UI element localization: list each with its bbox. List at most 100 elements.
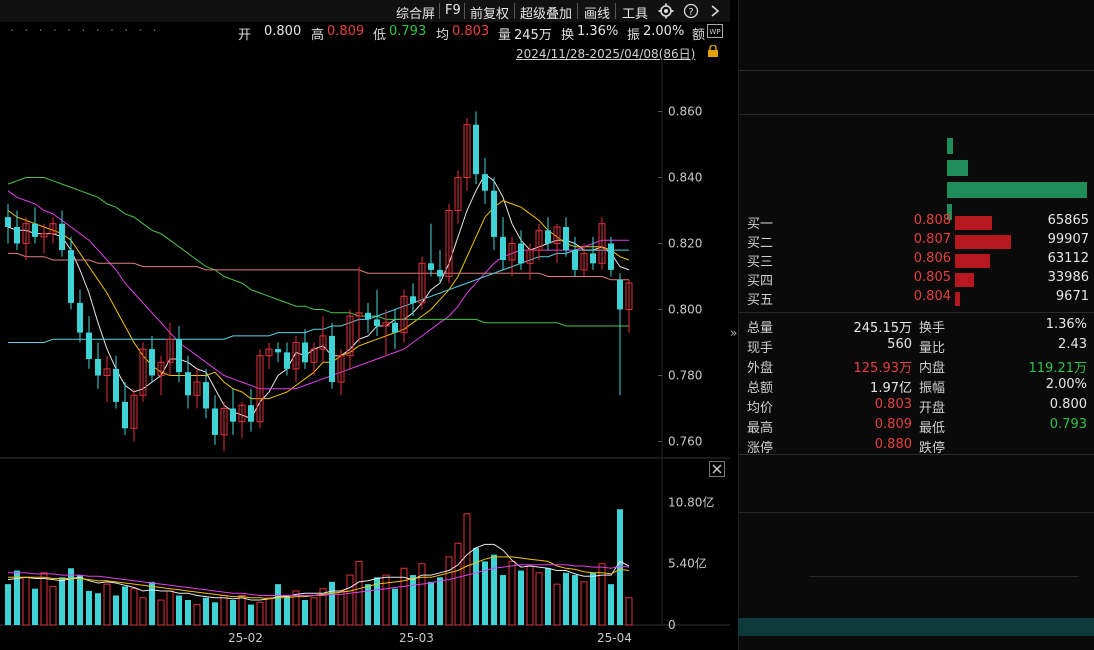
volume-bar [553, 583, 561, 626]
volume-bar [437, 577, 443, 625]
volume-bar [40, 572, 48, 626]
amplitude-value: 2.00% [643, 24, 685, 39]
toolbar-adjust-button[interactable]: 前复权 [470, 7, 510, 22]
candle-body [86, 332, 92, 359]
volume-bar [248, 604, 254, 625]
toolbar-draw-button[interactable]: 画线 [584, 7, 611, 22]
candle-body [176, 339, 182, 373]
candle-body [463, 124, 471, 178]
bid-level-label: 买四 [747, 274, 774, 289]
high-value: 0.809 [327, 24, 365, 39]
volume-bar [77, 575, 83, 625]
candle-body [212, 408, 218, 435]
candle [310, 342, 318, 376]
volume-bar [130, 588, 138, 626]
bid-row[interactable]: 买四 0.805 33986 [747, 270, 1089, 290]
candle-body [526, 249, 534, 264]
bid-row[interactable]: 买一 0.808 65865 [747, 213, 1089, 233]
candle [157, 355, 165, 396]
toolbar-f9-button[interactable]: F9 [445, 3, 461, 18]
volume-bar [400, 567, 408, 626]
date-range-link[interactable]: 2024/11/28-2025/04/08(86日) [516, 47, 696, 61]
volume-bar [463, 513, 471, 626]
wp-icon[interactable]: WP [707, 24, 723, 38]
volume-bar [68, 568, 74, 625]
stat-value: 0.809 [874, 417, 912, 432]
candle-body [500, 236, 506, 260]
stat-label: 总额 [747, 381, 774, 396]
volume-bar [473, 547, 479, 625]
candle [572, 236, 578, 277]
stat-value: 0.793 [1049, 417, 1087, 432]
volume-ma-line-vma10 [8, 556, 630, 600]
gear-icon[interactable] [658, 3, 674, 19]
candle [625, 279, 633, 333]
candle [518, 230, 524, 270]
candle-body [284, 352, 290, 369]
candle-body [382, 322, 390, 327]
collapse-panel-icon[interactable]: » [730, 326, 738, 340]
candle [86, 316, 92, 369]
candle-body [563, 227, 569, 251]
bid-row[interactable]: 买二 0.807 99907 [747, 232, 1089, 252]
volume-bar [365, 584, 371, 625]
bid-depth-bar [955, 273, 975, 287]
bid-row[interactable]: 买三 0.806 63112 [747, 251, 1089, 271]
candle-body [248, 405, 254, 422]
volume-bar [14, 570, 20, 625]
volume-bar [86, 590, 92, 625]
price-tick-label: 0.840 [668, 171, 702, 185]
volume-bar [275, 584, 281, 625]
volume-bar [608, 584, 614, 625]
volume-bar [185, 600, 191, 625]
toolbar-overview-button[interactable]: 综合屏 [396, 7, 436, 22]
volume-bar [22, 576, 30, 626]
candle [365, 302, 371, 333]
bid-row[interactable]: 买五 0.804 9671 [747, 289, 1089, 309]
candle-body [319, 335, 327, 350]
volume-bar [526, 565, 534, 626]
price-tick-label: 0.800 [668, 303, 702, 317]
candle [437, 250, 443, 284]
volume-bar [491, 554, 497, 625]
chevron-right-icon[interactable] [709, 4, 721, 18]
toolbar-tools-button[interactable]: 工具 [622, 7, 649, 22]
lock-icon[interactable] [707, 45, 719, 57]
volume-bar [203, 597, 209, 625]
candle-body [428, 263, 434, 270]
close-icon[interactable] [709, 461, 725, 477]
bid-price: 0.806 [913, 251, 951, 266]
volume-bar [617, 509, 623, 625]
candle-body [220, 408, 228, 436]
candle-body [139, 348, 147, 396]
candle [248, 388, 254, 432]
candle [256, 349, 264, 429]
volume-bar [418, 563, 426, 626]
question-icon[interactable]: ? [683, 3, 699, 19]
ma-line-ma10 [7, 200, 630, 400]
candle-body [49, 223, 57, 235]
candle-body [122, 401, 128, 429]
candle-body [346, 315, 354, 357]
volume-bar [122, 586, 128, 625]
blurred-title: · · · · · · · · · · · [10, 24, 160, 39]
candle [580, 243, 588, 277]
turnover-value: 1.36% [577, 24, 619, 39]
stat-label: 涨停 [747, 441, 774, 456]
candle [193, 368, 201, 409]
kline-chart[interactable]: 0.860 0.840 0.820 0.800 0.780 0.760 10.80亿 5.4… [0, 62, 730, 650]
turnover-label: 换 [561, 28, 575, 43]
candle-body [625, 282, 633, 311]
candle [473, 111, 479, 185]
candle-body [337, 355, 345, 383]
candle-body [238, 404, 246, 423]
candle-body [365, 312, 371, 320]
bid-level-label: 买二 [747, 236, 774, 251]
toolbar-overlay-button[interactable]: 超级叠加 [520, 7, 573, 22]
ma-line-ma20 [7, 190, 629, 390]
volume-bar [572, 575, 578, 625]
candle-body [95, 359, 101, 376]
volume-bar [346, 574, 354, 626]
candle-body [77, 302, 83, 333]
stat-value: 0.803 [874, 397, 912, 412]
